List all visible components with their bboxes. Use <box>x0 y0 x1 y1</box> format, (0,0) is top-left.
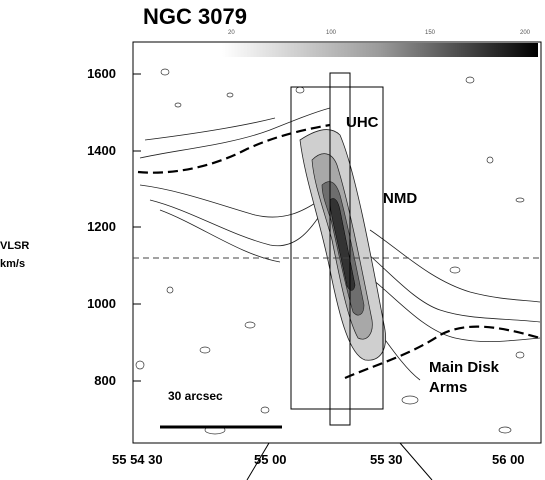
colorbar-tick-label: 150 <box>425 30 436 36</box>
x-tick-label: 55 54 30 <box>112 452 163 467</box>
y-tick-label: 1600 <box>87 66 116 81</box>
y-tick-label: 1000 <box>87 296 116 311</box>
colorbar <box>222 43 538 57</box>
colorbar-tick-label: 100 <box>326 30 337 36</box>
x-tick-label: 56 00 <box>492 452 525 467</box>
y-tick-label: 800 <box>94 373 116 388</box>
annotation-arms: Arms <box>429 379 467 396</box>
x-tick-label: 55 30 <box>370 452 403 467</box>
rotation-curve-left <box>137 123 331 174</box>
x-tick-label: 55 00 <box>254 452 287 467</box>
central-ridge <box>299 129 387 361</box>
y-axis-ticks <box>133 73 141 382</box>
contours-right-arm <box>349 229 541 381</box>
chart-title: NGC 3079 <box>143 4 247 29</box>
extension-line-left <box>246 442 270 480</box>
y-axis-label-line-1: VLSR <box>0 240 30 252</box>
plot-frame <box>132 41 542 444</box>
contours-left-arm <box>139 107 331 263</box>
y-tick-label: 1400 <box>87 143 116 158</box>
scale-bar-label: 30 arcsec <box>168 389 223 403</box>
annotation-nmd: NMD <box>383 190 417 207</box>
annotation-main-disk: Main Disk <box>429 359 500 376</box>
rotation-curve-right <box>344 325 541 380</box>
y-tick-label: 1200 <box>87 219 116 234</box>
colorbar-tick-label: 20 <box>228 30 235 36</box>
y-axis-label-line-2: km/s <box>0 258 26 270</box>
annotation-uhc: UHC <box>346 114 379 131</box>
nmd-box <box>290 86 384 410</box>
uhc-box <box>329 72 351 426</box>
colorbar-tick-label: 200 <box>520 30 531 36</box>
extension-line-right <box>399 442 433 480</box>
